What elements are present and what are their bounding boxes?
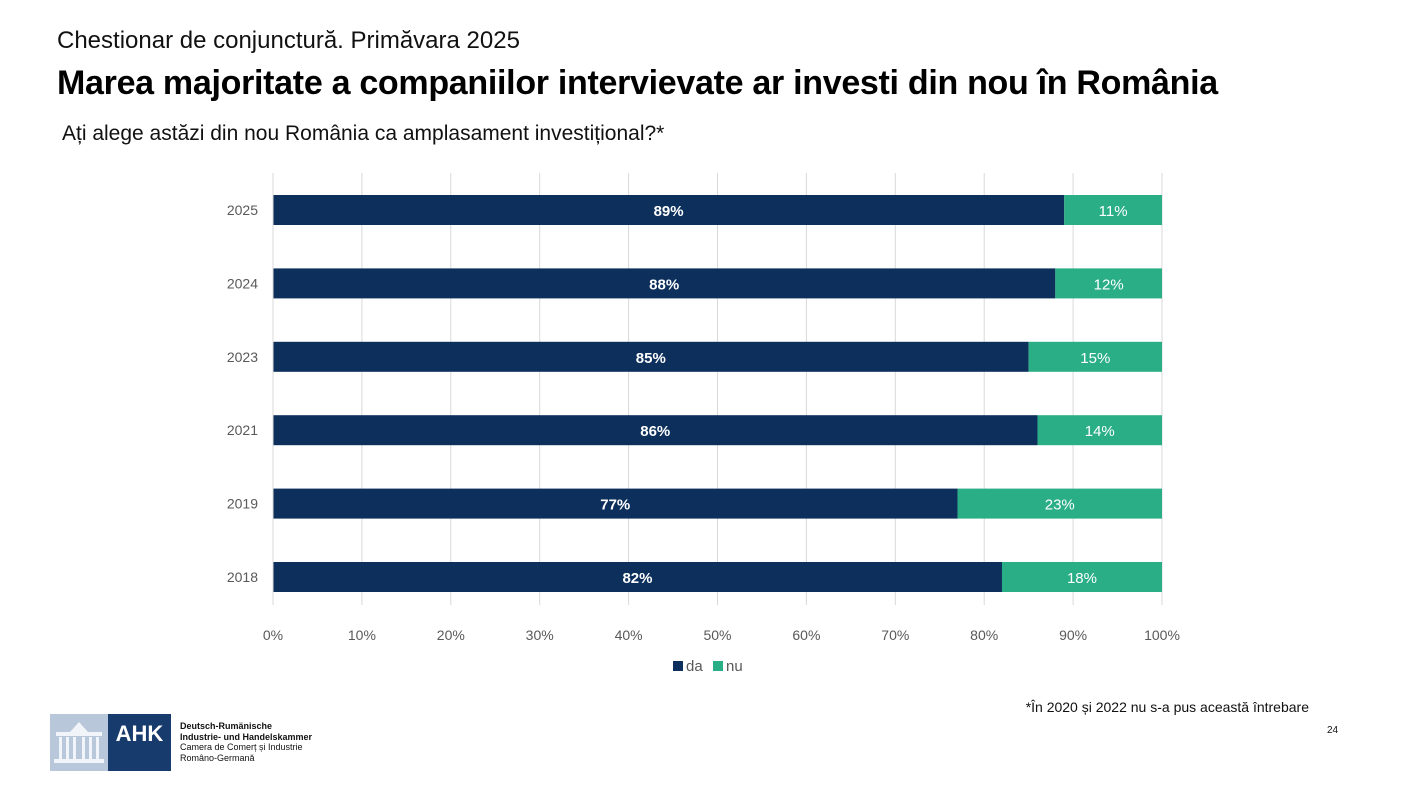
page-number: 24 bbox=[1327, 725, 1339, 736]
data-label-da: 85% bbox=[636, 350, 666, 367]
building-logo-image: AHK bbox=[50, 714, 171, 771]
bar-da bbox=[273, 341, 1029, 372]
y-category-label: 2021 bbox=[227, 422, 258, 438]
bar-da bbox=[273, 415, 1038, 446]
x-tick-label: 60% bbox=[792, 627, 820, 643]
bar-nu bbox=[1001, 562, 1162, 592]
legend-swatch-nu bbox=[713, 661, 723, 671]
logo-text: Deutsch-Rumänische Industrie- und Handel… bbox=[180, 721, 312, 763]
bar-da bbox=[273, 268, 1056, 299]
x-tick-label: 50% bbox=[703, 627, 731, 643]
x-tick-label: 30% bbox=[526, 627, 554, 643]
page-title: Marea majoritate a companiilor interviev… bbox=[57, 64, 1218, 102]
bar-nu bbox=[1064, 195, 1162, 225]
logo-line-3: Camera de Comerț și Industrie bbox=[180, 742, 303, 752]
bar-nu bbox=[1037, 415, 1162, 446]
y-category-label: 2024 bbox=[227, 275, 258, 291]
x-tick-label: 90% bbox=[1059, 627, 1087, 643]
data-label-nu: 12% bbox=[1094, 276, 1124, 293]
data-label-da: 86% bbox=[640, 423, 670, 440]
bar-nu bbox=[1055, 268, 1162, 299]
data-label-nu: 11% bbox=[1099, 203, 1128, 220]
x-tick-label: 100% bbox=[1144, 627, 1180, 643]
data-label-da: 88% bbox=[649, 276, 679, 293]
legend-label-nu: nu bbox=[726, 658, 743, 675]
x-tick-label: 80% bbox=[970, 627, 998, 643]
data-label-nu: 15% bbox=[1080, 350, 1110, 367]
data-label-nu: 23% bbox=[1045, 497, 1075, 514]
x-tick-label: 70% bbox=[881, 627, 909, 643]
data-label-nu: 14% bbox=[1085, 423, 1115, 440]
legend-swatch-da bbox=[673, 661, 683, 671]
survey-question: Ați alege astăzi din nou România ca ampl… bbox=[62, 122, 665, 145]
data-label-nu: 18% bbox=[1067, 570, 1097, 587]
footnote: *În 2020 și 2022 nu s-a pus această într… bbox=[1025, 699, 1309, 715]
bar-da bbox=[273, 195, 1065, 225]
logo-badge: AHK bbox=[108, 714, 171, 771]
y-category-label: 2025 bbox=[227, 202, 258, 218]
data-label-da: 77% bbox=[600, 497, 630, 514]
ahk-logo: AHK Deutsch-Rumänische Industrie- und Ha… bbox=[50, 714, 330, 772]
x-tick-label: 0% bbox=[263, 627, 283, 643]
legend-label-da: da bbox=[686, 658, 703, 675]
bar-nu bbox=[957, 488, 1162, 519]
logo-line-2: Industrie- und Handelskammer bbox=[180, 731, 313, 742]
report-kicker: Chestionar de conjunctură. Primăvara 202… bbox=[57, 27, 520, 54]
logo-line-4: Româno-Germană bbox=[180, 752, 255, 763]
bar-da bbox=[273, 488, 958, 519]
x-tick-label: 40% bbox=[615, 627, 643, 643]
bar-nu bbox=[1028, 341, 1162, 372]
stacked-bar-chart: 0% 10% 20% 30% 40% 50% 60% 70% 80% 90% 100% 2025 89%… bbox=[227, 173, 1180, 675]
bar-da bbox=[273, 562, 1002, 592]
x-tick-label: 10% bbox=[348, 627, 376, 643]
data-label-da: 89% bbox=[654, 203, 684, 220]
data-label-da: 82% bbox=[622, 570, 652, 587]
y-category-label: 2023 bbox=[227, 349, 258, 365]
logo-line-1: Deutsch-Rumänische bbox=[180, 721, 273, 731]
y-category-label: 2018 bbox=[227, 569, 258, 585]
x-tick-label: 20% bbox=[437, 627, 465, 643]
y-category-label: 2019 bbox=[227, 496, 258, 512]
